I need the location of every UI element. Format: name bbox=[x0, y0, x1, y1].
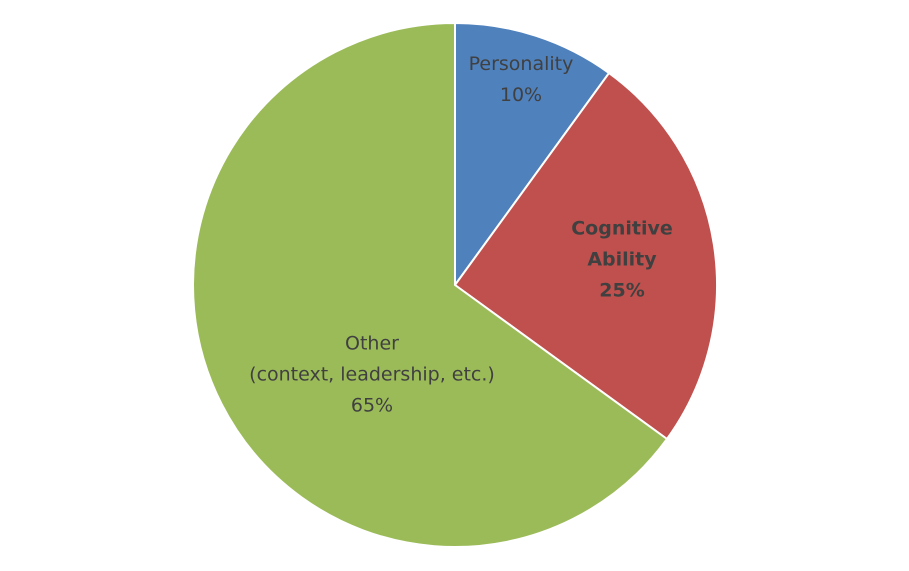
slice-label: Other (context, leadership, etc.) 65% bbox=[249, 329, 495, 422]
category-label: Personality bbox=[468, 53, 574, 75]
slice-label: Personality 10% bbox=[469, 49, 574, 111]
pie-slice bbox=[453, 71, 718, 441]
value-label: 10% bbox=[499, 84, 543, 106]
pie-slice bbox=[454, 21, 611, 289]
slice-label: Cognitive Ability 25% bbox=[571, 214, 673, 307]
category-label: Other (context, leadership, etc.) bbox=[249, 332, 495, 386]
category-label: Cognitive Ability bbox=[571, 217, 673, 271]
value-label: 65% bbox=[350, 394, 394, 417]
value-label: 25% bbox=[599, 279, 645, 302]
pie-slice bbox=[192, 21, 669, 548]
